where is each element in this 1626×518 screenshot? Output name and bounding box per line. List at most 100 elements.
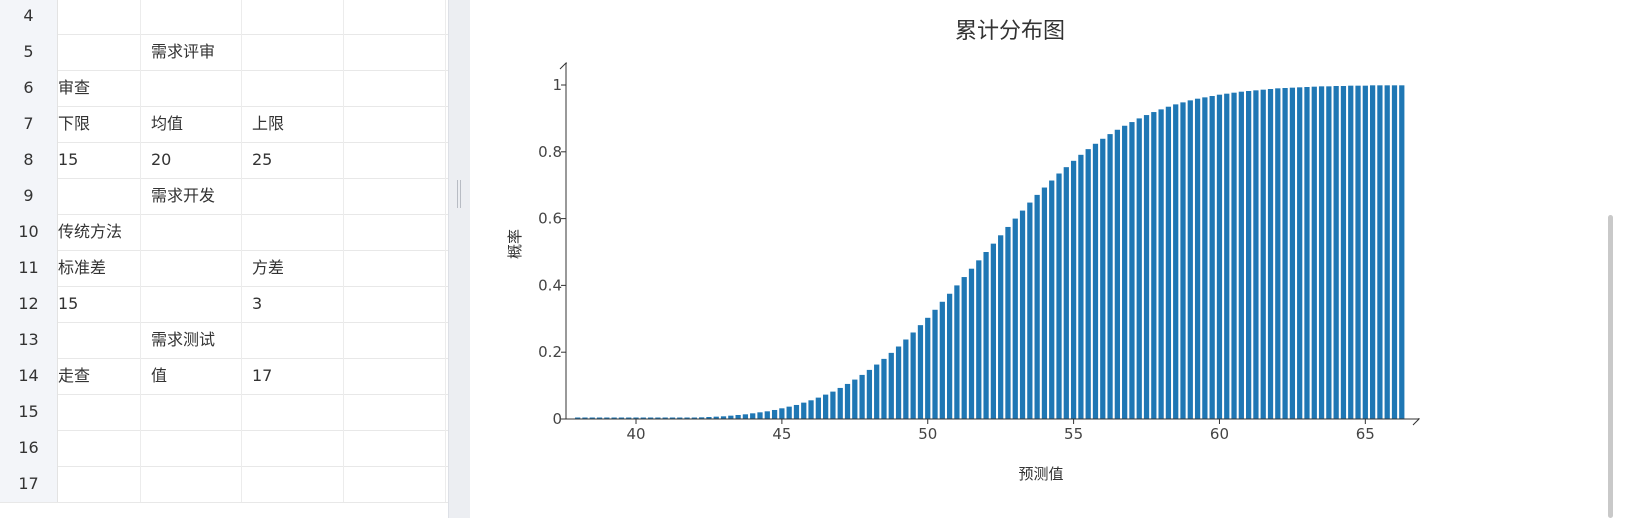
panel-splitter[interactable] [448,0,470,518]
sheet-cell-a[interactable]: 15 [58,142,141,178]
sheet-cell-c[interactable] [242,214,344,250]
chart-canvas: 0 0.2 0.4 0.6 0.8 1 40 45 50 55 60 65 预测值 概率 [506,62,1420,483]
sheet-row: 7 下限 均值 上限 [0,106,448,143]
sheet-cell-a[interactable]: 审查 [58,70,141,106]
sheet-cell-a[interactable] [58,0,141,34]
sheet-cell-b[interactable]: 均值 [141,106,242,142]
sheet-cell-a[interactable] [58,34,141,70]
row-number[interactable]: 12 [0,286,58,322]
vertical-scrollbar[interactable] [1608,215,1613,518]
cdf-bar [1173,104,1179,420]
sheet-cell-b[interactable]: 20 [141,142,242,178]
y-axis-label: 概率 [506,229,524,259]
sheet-cell-d[interactable] [344,358,446,394]
sheet-cell-a[interactable] [58,178,141,214]
sheet-cell-b[interactable] [141,430,242,466]
sheet-cell-d[interactable] [344,430,446,466]
row-number[interactable]: 16 [0,430,58,466]
splitter-grip-icon[interactable] [457,180,461,208]
sheet-cell-a[interactable]: 下限 [58,106,141,142]
sheet-cell-c[interactable]: 25 [242,142,344,178]
cdf-bar [1391,85,1398,419]
cdf-bar [1049,180,1055,419]
cdf-bar [582,417,588,419]
sheet-cell-a[interactable] [58,466,141,502]
row-number[interactable]: 4 [0,0,58,34]
sheet-cell-d[interactable] [344,34,446,70]
cdf-bar [713,416,719,419]
row-number[interactable]: 6 [0,70,58,106]
sheet-cell-c[interactable]: 3 [242,286,344,322]
cdf-bar [983,252,989,419]
cdf-bar [640,417,646,419]
sheet-cell-b[interactable] [141,286,242,322]
cdf-bar [1202,97,1208,420]
sheet-cell-d[interactable] [344,106,446,142]
sheet-row: 17 [0,466,448,503]
cdf-bar [771,409,778,419]
sheet-cell-b[interactable] [141,466,242,502]
cdf-bar [1092,143,1099,419]
sheet-cell-d[interactable] [344,70,446,106]
sheet-cell-d[interactable] [344,250,446,286]
sheet-cell-d[interactable] [344,394,446,430]
cdf-bar [1275,88,1281,419]
sheet-cell-d[interactable] [344,286,446,322]
sheet-cell-d[interactable] [344,0,446,34]
sheet-cell-c[interactable] [242,322,344,358]
sheet-cell-b[interactable]: 需求评审 [141,34,242,70]
sheet-cell-c[interactable]: 上限 [242,106,344,142]
sheet-cell-d[interactable] [344,466,446,502]
sheet-cell-c[interactable] [242,178,344,214]
sheet-cell-b[interactable] [141,394,242,430]
row-number[interactable]: 9 [0,178,58,214]
sheet-cell-a[interactable]: 传统方法 [58,214,141,250]
row-number[interactable]: 7 [0,106,58,142]
cdf-bar [611,417,617,419]
sheet-cell-c[interactable] [242,70,344,106]
cdf-bar [1129,122,1135,419]
sheet-cell-b[interactable] [141,214,242,250]
row-number[interactable]: 5 [0,34,58,70]
sheet-cell-c[interactable] [242,0,344,34]
cdf-bar [1362,85,1368,420]
cdf-bar [1304,87,1310,419]
sheet-cell-a[interactable]: 15 [58,286,141,322]
cdf-bar [1100,138,1106,419]
cdf-bar [1165,106,1172,420]
sheet-cell-a[interactable]: 标准差 [58,250,141,286]
sheet-cell-c[interactable] [242,394,344,430]
sheet-cell-d[interactable] [344,178,446,214]
sheet-cell-a[interactable] [58,430,141,466]
cdf-bar [1187,100,1193,420]
sheet-cell-b[interactable] [141,0,242,34]
y-tick-label: 0 [552,410,562,428]
sheet-cell-c[interactable]: 方差 [242,250,344,286]
sheet-cell-a[interactable] [58,322,141,358]
sheet-cell-c[interactable] [242,430,344,466]
sheet-cell-c[interactable]: 17 [242,358,344,394]
sheet-cell-b[interactable]: 值 [141,358,242,394]
sheet-cell-c[interactable] [242,466,344,502]
cdf-bar [589,417,595,419]
sheet-cell-a[interactable] [58,394,141,430]
sheet-cell-d[interactable] [344,142,446,178]
sheet-cell-b[interactable]: 需求开发 [141,178,242,214]
row-number[interactable]: 15 [0,394,58,430]
cdf-bar [1070,160,1077,419]
sheet-cell-d[interactable] [344,214,446,250]
cdf-bar [735,414,741,419]
row-number[interactable]: 11 [0,250,58,286]
sheet-cell-c[interactable] [242,34,344,70]
sheet-cell-b[interactable]: 需求测试 [141,322,242,358]
row-number[interactable]: 10 [0,214,58,250]
row-number[interactable]: 13 [0,322,58,358]
sheet-cell-d[interactable] [344,322,446,358]
sheet-cell-b[interactable] [141,250,242,286]
sheet-cell-a[interactable]: 走查 [58,358,141,394]
row-number[interactable]: 17 [0,466,58,502]
row-number[interactable]: 8 [0,142,58,178]
cdf-bar [1194,98,1201,419]
sheet-cell-b[interactable] [141,70,242,106]
row-number[interactable]: 14 [0,358,58,394]
